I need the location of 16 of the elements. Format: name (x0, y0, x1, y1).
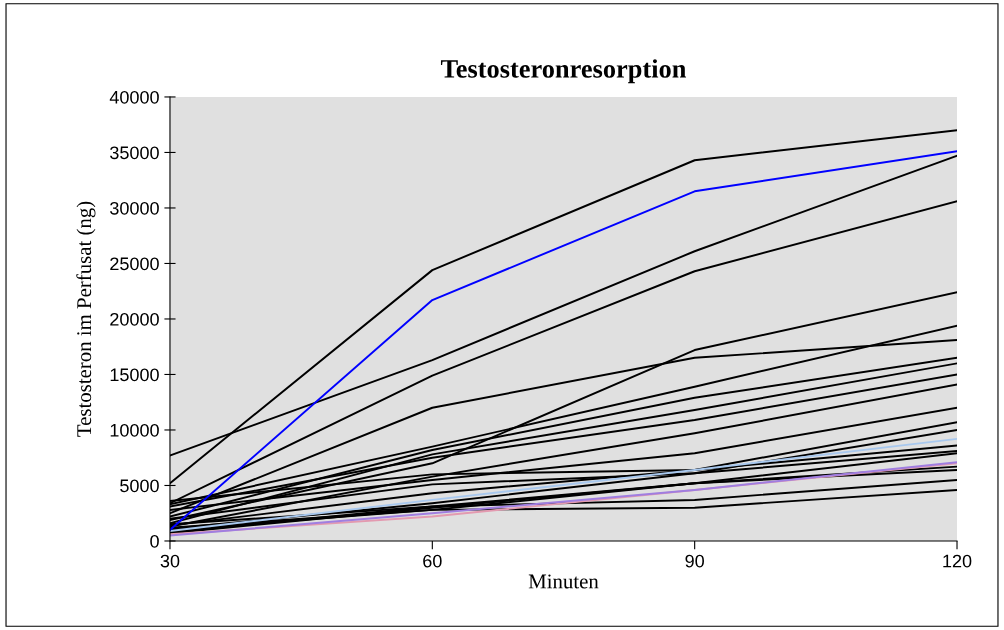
chart-title: Testosteronresorption (440, 59, 687, 84)
x-tick-label: 120 (943, 554, 972, 568)
y-tick-label: 0 (150, 534, 159, 548)
y-tick-label: 30000 (110, 201, 159, 215)
x-axis-title: Minuten (528, 574, 599, 589)
x-tick-label: 90 (685, 554, 704, 568)
y-tick-label: 35000 (110, 146, 159, 160)
y-tick-label: 10000 (110, 423, 159, 437)
y-tick-label: 5000 (120, 479, 159, 493)
x-tick-label: 60 (423, 554, 442, 568)
y-tick-label: 25000 (110, 257, 159, 271)
y-tick-label: 20000 (110, 312, 159, 326)
y-axis-title: Testosteron im Perfusat (ng) (76, 201, 96, 437)
y-tick-label: 40000 (109, 90, 159, 104)
x-tick-label: 30 (160, 554, 180, 568)
y-tick-label: 15000 (110, 368, 159, 382)
